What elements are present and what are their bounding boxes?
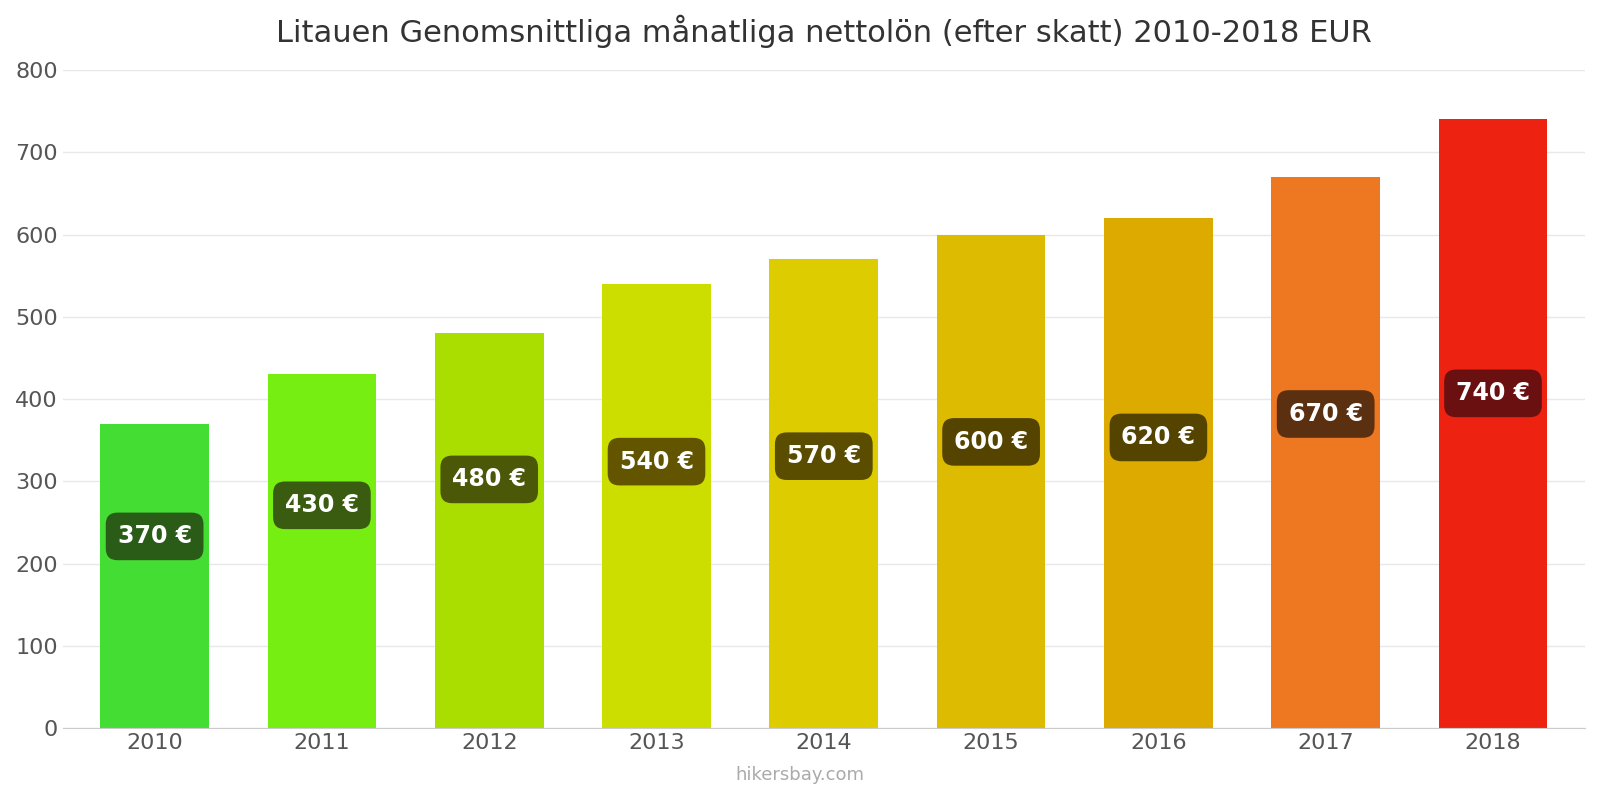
Text: hikersbay.com: hikersbay.com [736, 766, 864, 784]
Bar [1104, 218, 1213, 728]
Bar [770, 259, 878, 728]
Text: 370 €: 370 € [117, 524, 192, 548]
Bar [101, 424, 210, 728]
Bar [602, 284, 710, 728]
Text: 540 €: 540 € [619, 450, 693, 474]
Text: 670 €: 670 € [1288, 402, 1363, 426]
Title: Litauen Genomsnittliga månatliga nettolön (efter skatt) 2010-2018 EUR: Litauen Genomsnittliga månatliga nettolö… [275, 15, 1371, 48]
Bar [936, 234, 1045, 728]
Text: 570 €: 570 € [787, 444, 861, 468]
Bar [1272, 177, 1381, 728]
Bar [1438, 119, 1547, 728]
Text: 620 €: 620 € [1122, 426, 1195, 450]
Bar [435, 334, 544, 728]
Text: 740 €: 740 € [1456, 382, 1530, 406]
Bar [267, 374, 376, 728]
Text: 430 €: 430 € [285, 494, 358, 518]
Text: 480 €: 480 € [453, 467, 526, 491]
Text: 600 €: 600 € [954, 430, 1029, 454]
